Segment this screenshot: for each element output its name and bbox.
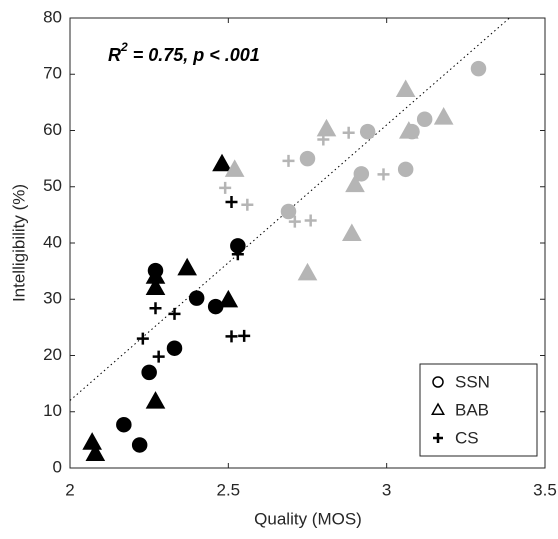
trend-line <box>70 18 511 401</box>
point <box>145 266 166 284</box>
point <box>145 277 166 296</box>
point <box>224 159 245 177</box>
trend-group <box>70 18 511 401</box>
y-tick-label: 80 <box>43 7 62 26</box>
point <box>82 432 102 450</box>
point <box>145 391 166 409</box>
point <box>116 416 132 433</box>
point <box>342 223 362 242</box>
legend-label: BAB <box>455 400 489 419</box>
point <box>141 364 157 381</box>
point <box>297 262 318 281</box>
point <box>149 302 162 315</box>
legend-marker <box>431 402 445 415</box>
point <box>377 168 390 181</box>
legend-label: CS <box>455 428 479 447</box>
point <box>177 257 197 276</box>
point <box>218 289 239 308</box>
point <box>282 154 295 167</box>
point <box>416 111 433 127</box>
x-tick-label: 2 <box>65 480 74 499</box>
annotation-sup: 2 <box>120 40 128 54</box>
y-tick-label: 50 <box>43 176 62 195</box>
point <box>188 290 205 306</box>
point <box>212 153 232 172</box>
annotation: R2 = 0.75, p < .001 <box>108 40 260 65</box>
y-tick-label: 20 <box>43 345 62 364</box>
point <box>152 350 165 363</box>
point <box>345 174 365 193</box>
y-tick-label: 70 <box>43 64 62 83</box>
point <box>168 307 181 320</box>
annotation-text: R <box>108 45 121 65</box>
point <box>231 248 244 261</box>
point <box>470 60 487 77</box>
y-axis-label: Intelligibility (%) <box>9 184 28 302</box>
point <box>166 340 183 356</box>
point <box>316 118 337 137</box>
legend-box <box>419 363 538 457</box>
x-axis-label: Quality (MOS) <box>254 509 362 528</box>
point <box>395 79 416 98</box>
y-tick-label: 30 <box>43 289 62 308</box>
legend-marker <box>432 376 444 388</box>
x-tick-label: 3.5 <box>533 480 557 499</box>
point <box>85 443 106 461</box>
point <box>342 126 355 139</box>
annotation-rest: = 0.75, p < .001 <box>133 45 260 65</box>
point <box>299 150 316 167</box>
point <box>136 332 149 345</box>
point <box>225 330 238 343</box>
point <box>397 161 414 178</box>
legend-label: SSN <box>455 372 490 391</box>
x-tick-label: 3 <box>382 480 391 499</box>
point <box>317 133 330 146</box>
point <box>241 198 254 211</box>
x-tick-label: 2.5 <box>217 480 241 499</box>
point <box>131 437 148 453</box>
y-tick-label: 40 <box>43 232 62 251</box>
y-tick-label: 0 <box>53 457 62 476</box>
point <box>304 214 317 227</box>
point <box>238 329 251 342</box>
point <box>359 123 376 140</box>
point <box>280 203 297 220</box>
point <box>288 215 301 228</box>
point <box>399 121 419 139</box>
point <box>225 195 238 208</box>
y-tick-label: 60 <box>43 120 62 139</box>
point <box>353 166 370 182</box>
point <box>433 107 454 125</box>
point <box>219 181 232 194</box>
legend-marker <box>433 433 443 443</box>
y-tick-label: 10 <box>43 401 62 420</box>
